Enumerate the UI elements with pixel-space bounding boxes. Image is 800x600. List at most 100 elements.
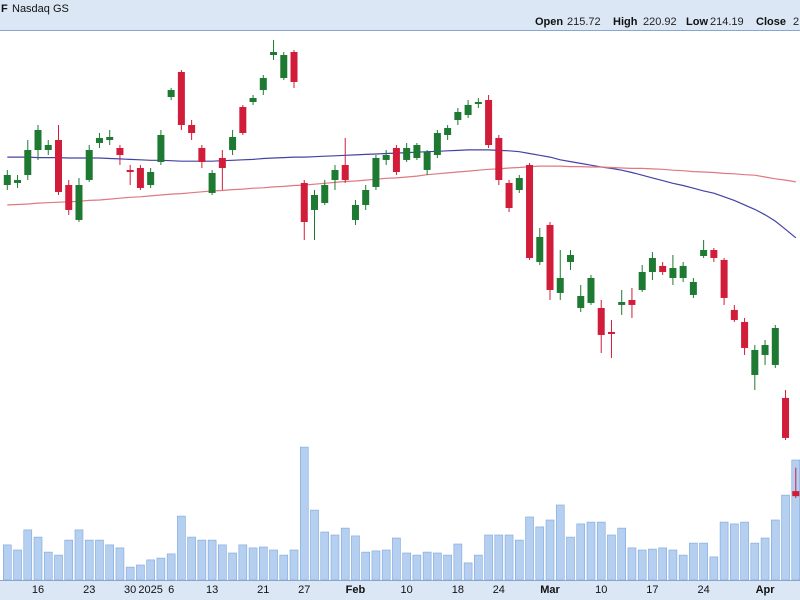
- volume-bar: [668, 549, 678, 581]
- x-tick-label: 10: [595, 584, 607, 596]
- candle-body: [464, 104, 472, 115]
- volume-bar: [617, 527, 627, 581]
- volume-bar: [709, 556, 719, 581]
- volume-bar: [545, 519, 555, 581]
- candle-body: [198, 147, 206, 162]
- volume-bar: [514, 539, 524, 581]
- candle-body: [587, 277, 595, 303]
- volume-bar: [156, 557, 166, 581]
- volume-bar: [13, 549, 22, 581]
- candle-body: [485, 100, 493, 146]
- candle-body: [628, 299, 636, 305]
- volume-bar: [596, 521, 606, 581]
- x-tick-label: 27: [298, 584, 310, 596]
- volume-bar: [187, 536, 196, 581]
- candle-body: [577, 295, 585, 308]
- candle-body: [741, 321, 749, 348]
- volume-bar: [207, 539, 217, 581]
- candle-body: [167, 90, 175, 97]
- volume-bar: [443, 554, 452, 581]
- candle-body: [618, 301, 626, 305]
- volume-bar: [258, 546, 268, 581]
- quote-value: 220.92: [643, 16, 677, 28]
- volume-bar: [361, 551, 371, 581]
- volume-bar: [320, 531, 330, 581]
- candle-body: [392, 147, 400, 173]
- volume-bar: [74, 529, 84, 581]
- candle-body: [75, 184, 83, 220]
- candle-body: [526, 164, 534, 258]
- x-axis-strip: [0, 580, 800, 600]
- volume-bar: [43, 551, 53, 581]
- volume-bar: [64, 539, 74, 581]
- volume-bar: [54, 554, 63, 581]
- candle-body: [106, 136, 114, 140]
- candle-body: [607, 331, 615, 334]
- x-tick-label: 23: [83, 584, 95, 596]
- candle-body: [567, 254, 574, 262]
- volume-bar: [699, 542, 708, 581]
- volume-bar: [136, 564, 145, 581]
- volume-bar: [525, 516, 534, 581]
- x-tick-label: 30: [124, 584, 136, 596]
- candle-body: [710, 250, 718, 258]
- volume-bar: [228, 552, 237, 581]
- volume-bar: [504, 534, 514, 581]
- volume-bar: [381, 549, 391, 581]
- candle-body: [280, 55, 288, 79]
- moving-average: [7, 165, 796, 206]
- volume-bar: [586, 521, 596, 581]
- volume-bar: [637, 549, 647, 581]
- quote-label: High: [613, 16, 638, 28]
- volume-bar: [412, 554, 422, 581]
- candle-body: [536, 236, 544, 262]
- volume-bar: [658, 547, 667, 581]
- candle-body: [177, 72, 185, 125]
- volume-bar: [484, 534, 493, 581]
- x-tick-label: Mar: [540, 584, 560, 596]
- candle-body: [270, 52, 278, 56]
- candle-body: [85, 150, 93, 180]
- candle-body: [444, 128, 452, 135]
- x-tick-label: 24: [493, 584, 505, 596]
- volume-bar: [105, 544, 114, 581]
- volume-bar: [689, 542, 698, 581]
- candle-body: [730, 309, 738, 320]
- volume-bar: [760, 537, 770, 581]
- volume-bar: [125, 566, 135, 581]
- x-tick-label: Feb: [346, 584, 366, 596]
- x-tick-label: 10: [401, 584, 413, 596]
- header-bar: [0, 0, 800, 30]
- x-tick-label: 17: [646, 584, 658, 596]
- candle-body: [188, 124, 196, 134]
- x-tick-label: 6: [168, 584, 174, 596]
- candle-body: [669, 267, 677, 278]
- volume-bar: [770, 519, 780, 581]
- candle-body: [495, 137, 503, 180]
- volume-bar: [730, 523, 739, 581]
- candle-body: [116, 147, 124, 156]
- volume-bar: [310, 509, 319, 581]
- volume-bar: [555, 504, 565, 581]
- volume-bar: [566, 536, 575, 581]
- candle-body: [689, 281, 697, 295]
- candle-body: [423, 151, 431, 170]
- candle-body: [126, 169, 134, 173]
- volume-bar: [402, 552, 411, 581]
- candle-body: [546, 224, 554, 290]
- volume-bar: [299, 446, 309, 581]
- volume-bar: [463, 562, 473, 581]
- candle-body: [454, 112, 462, 120]
- candle-body: [679, 265, 687, 278]
- candle-body: [751, 349, 759, 375]
- quote-value: 214.19: [710, 16, 744, 28]
- volume-bar: [392, 537, 401, 581]
- candle-body: [55, 140, 62, 192]
- candle-body: [720, 259, 728, 298]
- candle-body: [782, 397, 790, 438]
- candle-body: [341, 164, 349, 180]
- candle-body: [95, 137, 103, 143]
- volume-bar: [340, 527, 350, 581]
- volume-bar: [494, 534, 504, 581]
